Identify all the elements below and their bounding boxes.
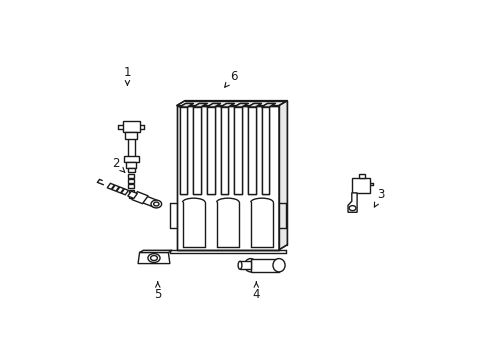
Text: 2: 2	[112, 157, 124, 172]
Text: 3: 3	[374, 188, 384, 207]
Polygon shape	[107, 183, 114, 189]
Polygon shape	[176, 100, 287, 105]
Polygon shape	[193, 107, 201, 194]
Text: 5: 5	[154, 282, 161, 301]
Bar	[128, 190, 134, 193]
Bar	[122, 121, 139, 132]
Bar	[128, 179, 134, 183]
Circle shape	[147, 253, 160, 262]
Polygon shape	[247, 107, 255, 194]
Polygon shape	[142, 196, 157, 207]
Polygon shape	[220, 103, 234, 107]
Text: 4: 4	[252, 282, 260, 301]
Bar	[250, 258, 279, 272]
Circle shape	[150, 256, 157, 261]
Polygon shape	[139, 250, 172, 252]
Polygon shape	[131, 192, 148, 204]
Bar	[240, 261, 251, 269]
Polygon shape	[206, 103, 220, 107]
Polygon shape	[180, 103, 193, 107]
Bar	[128, 174, 134, 177]
Polygon shape	[127, 191, 137, 198]
Polygon shape	[261, 107, 268, 194]
Bar	[128, 184, 134, 188]
Polygon shape	[220, 107, 228, 194]
Ellipse shape	[244, 258, 256, 272]
Bar	[123, 156, 139, 162]
Polygon shape	[180, 107, 187, 194]
Circle shape	[151, 200, 162, 208]
Polygon shape	[234, 103, 247, 107]
Bar	[358, 174, 365, 177]
Polygon shape	[247, 103, 261, 107]
Circle shape	[348, 206, 355, 211]
Polygon shape	[279, 100, 287, 250]
Polygon shape	[193, 103, 206, 107]
Text: 1: 1	[123, 66, 131, 85]
Bar	[125, 132, 137, 139]
Text: 6: 6	[224, 70, 237, 87]
Polygon shape	[234, 107, 242, 194]
Ellipse shape	[238, 261, 242, 269]
Bar	[127, 168, 134, 172]
Polygon shape	[138, 252, 169, 264]
Polygon shape	[112, 185, 119, 191]
Polygon shape	[116, 187, 123, 193]
Bar	[126, 162, 136, 168]
Ellipse shape	[272, 258, 285, 272]
Polygon shape	[121, 189, 128, 195]
Bar	[351, 177, 369, 193]
Polygon shape	[261, 103, 274, 107]
Circle shape	[153, 202, 159, 206]
Polygon shape	[176, 105, 279, 250]
Polygon shape	[347, 193, 356, 212]
Bar	[128, 195, 134, 198]
Polygon shape	[206, 107, 214, 194]
